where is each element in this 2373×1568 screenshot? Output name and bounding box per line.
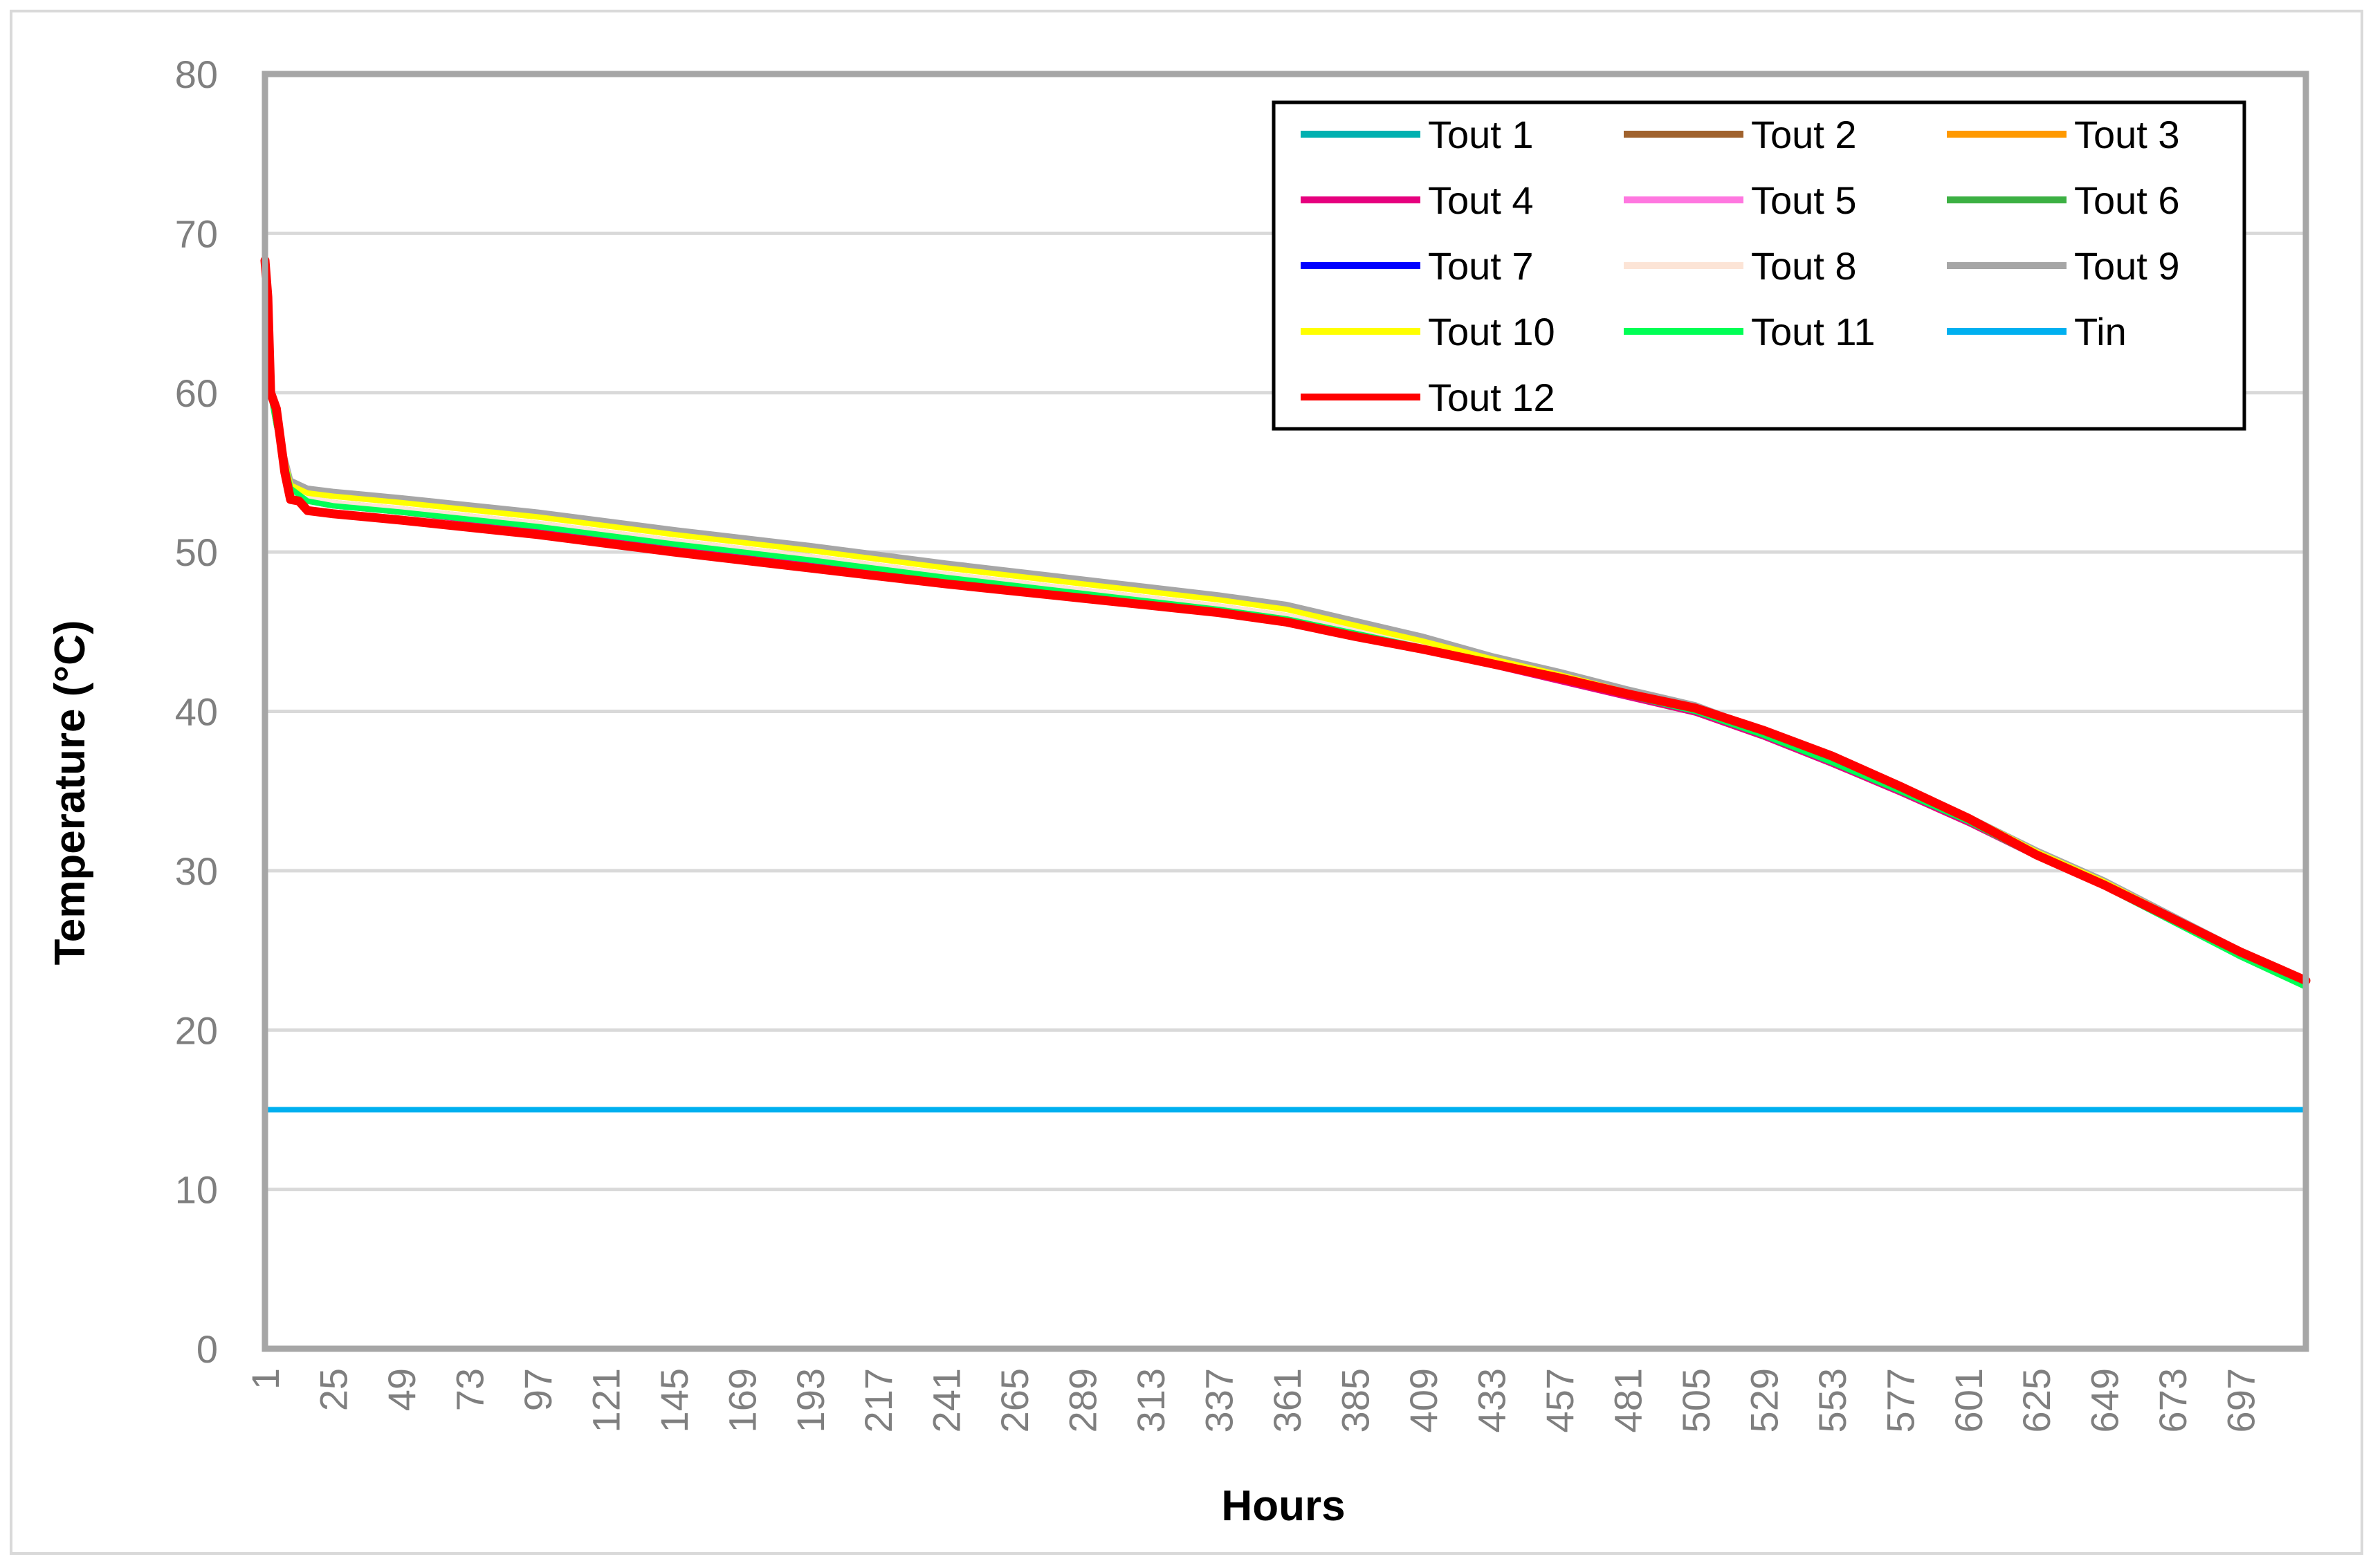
- x-tick-label-193: 193: [789, 1368, 832, 1432]
- legend-label-tout-5: Tout 5: [1751, 178, 1857, 222]
- x-tick-label-1: 1: [244, 1368, 287, 1390]
- legend-label-tout-12: Tout 12: [1428, 376, 1555, 419]
- x-tick-label-97: 97: [516, 1368, 560, 1411]
- x-tick-label-265: 265: [993, 1368, 1036, 1432]
- legend-label-tout-2: Tout 2: [1751, 113, 1857, 156]
- x-tick-label-49: 49: [380, 1368, 423, 1411]
- y-tick-label-10: 10: [175, 1168, 218, 1212]
- y-tick-label-0: 0: [196, 1327, 218, 1371]
- x-tick-label-649: 649: [2083, 1368, 2127, 1432]
- y-tick-label-70: 70: [175, 212, 218, 255]
- x-tick-label-553: 553: [1811, 1368, 1854, 1432]
- x-tick-label-217: 217: [856, 1368, 900, 1432]
- legend-label-tout-3: Tout 3: [2074, 113, 2180, 156]
- legend-label-tout-8: Tout 8: [1751, 244, 1857, 288]
- x-tick-label-577: 577: [1878, 1368, 1922, 1432]
- legend-label-tout-10: Tout 10: [1428, 310, 1555, 353]
- y-tick-label-20: 20: [175, 1008, 218, 1052]
- x-axis-ticks: 1 25 49 73 97 121 145 169 193 217 241 265 289 313 337 3…: [244, 1368, 2263, 1432]
- series-lines: [260, 256, 2311, 1113]
- x-tick-label-145: 145: [652, 1368, 696, 1432]
- legend: Tout 1 Tout 2 Tout 3 Tout 4 Tout 5 Tout 6 Tout…: [1272, 100, 2246, 431]
- x-tick-label-313: 313: [1129, 1368, 1173, 1432]
- x-tick-label-673: 673: [2151, 1368, 2195, 1432]
- y-tick-label-40: 40: [175, 690, 218, 734]
- x-tick-label-505: 505: [1674, 1368, 1718, 1432]
- plot-area-border: [262, 71, 2309, 1352]
- legend-label-tin: Tin: [2074, 310, 2127, 353]
- x-tick-label-361: 361: [1265, 1368, 1309, 1432]
- x-axis-label: Hours: [1221, 1482, 1345, 1530]
- x-tick-label-625: 625: [2015, 1368, 2058, 1432]
- x-tick-label-241: 241: [925, 1368, 969, 1432]
- legend-label-tout-9: Tout 9: [2074, 244, 2180, 288]
- y-axis-label: Temperature (°C): [46, 620, 94, 965]
- y-axis-ticks: 0 10 20 30 40 50 60 70 80: [175, 53, 218, 1371]
- x-tick-label-409: 409: [1402, 1368, 1445, 1432]
- x-tick-label-289: 289: [1061, 1368, 1105, 1432]
- x-tick-label-385: 385: [1334, 1368, 1377, 1432]
- y-tick-label-60: 60: [175, 371, 218, 415]
- legend-label-tout-11: Tout 11: [1751, 310, 1876, 353]
- x-tick-label-529: 529: [1742, 1368, 1786, 1432]
- legend-label-tout-4: Tout 4: [1428, 178, 1534, 222]
- x-tick-label-169: 169: [720, 1368, 764, 1432]
- y-tick-label-80: 80: [175, 53, 218, 96]
- y-tick-label-50: 50: [175, 531, 218, 574]
- x-tick-label-601: 601: [1947, 1368, 1990, 1432]
- x-tick-label-433: 433: [1469, 1368, 1513, 1432]
- x-tick-label-457: 457: [1538, 1368, 1582, 1432]
- x-tick-label-337: 337: [1198, 1368, 1241, 1432]
- x-tick-label-697: 697: [2219, 1368, 2263, 1432]
- x-tick-label-73: 73: [448, 1368, 491, 1411]
- series-line-tout-12: [260, 256, 2311, 986]
- y-tick-label-30: 30: [175, 849, 218, 893]
- legend-items: Tout 1 Tout 2 Tout 3 Tout 4 Tout 5 Tout 6 Tout…: [1301, 113, 2180, 419]
- legend-box: [1272, 100, 2246, 431]
- legend-label-tout-6: Tout 6: [2074, 178, 2180, 222]
- x-tick-label-121: 121: [584, 1368, 627, 1432]
- legend-label-tout-7: Tout 7: [1428, 244, 1534, 288]
- legend-label-tout-1: Tout 1: [1428, 113, 1534, 156]
- x-tick-label-25: 25: [311, 1368, 355, 1411]
- x-tick-label-481: 481: [1606, 1368, 1649, 1432]
